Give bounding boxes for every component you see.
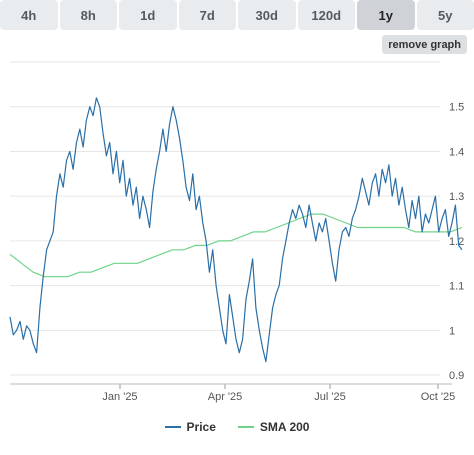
tab-5y[interactable]: 5y	[416, 0, 474, 30]
tab-4h[interactable]: 4h	[0, 0, 58, 30]
x-tick-label: Jan '25	[102, 391, 137, 403]
x-tick-label: Oct '25	[421, 391, 456, 403]
tab-120d[interactable]: 120d	[297, 0, 355, 30]
legend-price-swatch	[164, 426, 181, 428]
remove-graph-button[interactable]: remove graph	[382, 35, 467, 54]
legend-sma-label: SMA 200	[259, 420, 310, 434]
price-line	[9, 97, 463, 363]
y-tick-label: 1	[449, 325, 455, 337]
legend-price[interactable]: Price	[164, 420, 216, 434]
legend-sma[interactable]: SMA 200	[237, 420, 310, 434]
tab-1d[interactable]: 1d	[119, 0, 177, 30]
y-tick-label: 1.3	[449, 191, 464, 203]
sma-200-line	[9, 213, 463, 278]
x-tick-label: Apr '25	[208, 391, 243, 403]
chart-legend: Price SMA 200	[0, 420, 474, 434]
y-tick-label: 1.2	[449, 236, 464, 248]
tab-7d[interactable]: 7d	[178, 0, 236, 30]
timeframe-tabs: 4h 8h 1d 7d 30d 120d 1y 5y	[0, 0, 474, 30]
tab-8h[interactable]: 8h	[59, 0, 117, 30]
legend-sma-swatch	[237, 426, 254, 428]
tab-1y[interactable]: 1y	[357, 0, 415, 30]
y-tick-label: 1.4	[449, 146, 464, 158]
y-tick-label: 1.1	[449, 281, 464, 293]
x-tick-label: Jul '25	[314, 391, 345, 403]
legend-price-label: Price	[186, 420, 216, 434]
tab-30d[interactable]: 30d	[238, 0, 296, 30]
y-tick-label: 1.5	[449, 102, 464, 114]
y-tick-label: 0.9	[449, 370, 464, 382]
